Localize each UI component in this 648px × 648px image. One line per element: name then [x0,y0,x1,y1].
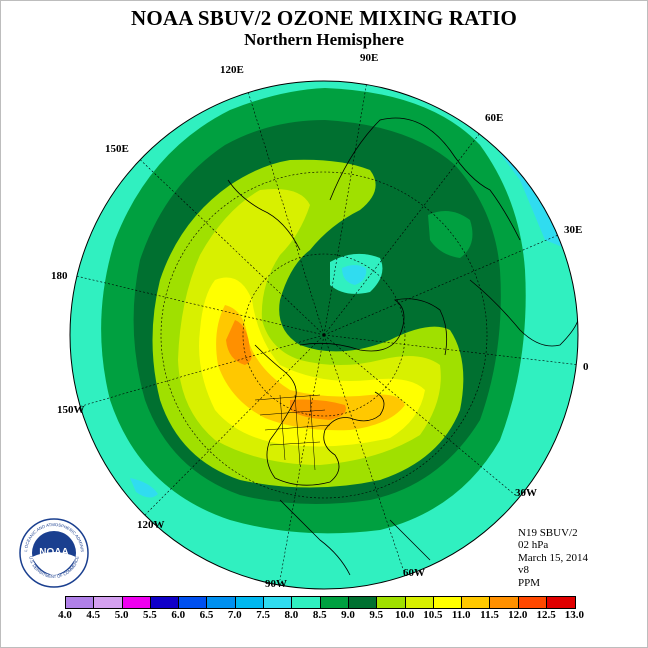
colorbar-segment [348,597,378,608]
logo-bird [32,552,76,575]
colorbar-tick-label: 7.5 [256,609,270,621]
colorbar-tick-label: 9.5 [369,609,384,621]
colorbar-segment [433,597,463,608]
colorbar-tick-label: 13.0 [564,609,585,621]
colorbar-tick-label: 8.0 [284,609,299,621]
graticule [71,81,578,581]
colorbar-segment [320,597,349,608]
colorbar-segment [66,597,95,608]
info-satellite: N19 SBUV/2 [518,527,578,539]
colorbar-segment [94,597,123,608]
colorbar-segment [179,597,208,608]
lon-label-120w: 120W [137,519,165,531]
colorbar-tick-label: 4.5 [86,609,101,621]
colorbar-segment [462,597,491,608]
lon-label-150e: 150E [105,143,129,155]
lon-label-180: 180 [51,270,68,282]
colorbar-segment [518,597,548,608]
band-11-5-a [226,320,252,365]
colorbar-tick-label: 12.5 [536,609,556,621]
info-block: N19 SBUV/2 02 hPa March 15, 2014 v8 PPM [518,527,588,589]
colorbar-segment [122,597,151,608]
map-title: NOAA SBUV/2 OZONE MIXING RATIO [131,6,517,30]
lon-label-30w: 30W [515,487,537,499]
info-units: PPM [518,576,541,589]
colorbar-segment [490,597,519,608]
lon-label-150w: 150W [57,404,85,416]
map-subtitle: Northern Hemisphere [244,30,404,49]
colorbar-tick-label: 5.5 [143,609,157,621]
colorbar-segment [264,597,293,608]
info-version: v8 [518,564,529,577]
colorbar-tick-label: 11.5 [480,609,499,621]
polar-low-7-5 [342,265,367,285]
map-boundary [69,80,579,590]
lon-label-60w: 60W [403,567,425,579]
lon-label-0: 0 [583,361,589,373]
colorbar-segment [405,597,434,608]
colorbar-segment [377,597,406,608]
info-level: 02 hPa [518,539,549,552]
lon-label-30e: 30E [564,224,582,236]
lon-label-60e: 60E [485,112,503,124]
colorbar-tick-label: 10.0 [394,609,415,621]
colorbar-labels: 4.0 4.5 5.0 5.5 6.0 6.5 7.0 7.5 8.0 8.5 9.0 9.5 10.0… [52,609,612,623]
colorbar-tick-label: 6.0 [171,609,186,621]
colorbar-tick-label: 7.0 [227,609,242,621]
colorbar [65,596,577,609]
colorbar-tick-label: 5.0 [114,609,129,621]
colorbar-segment [292,597,321,608]
colorbar-tick-label: 4.0 [58,609,72,621]
lon-label-90e: 90E [360,52,378,64]
lon-label-90w: 90W [265,578,287,590]
us-state-lines [254,394,331,471]
band-7-5-pacific [130,478,158,498]
noaa-logo[interactable]: NOAA NATIONAL OCEANIC AND ATMOSPHERIC AD… [18,517,90,589]
band-8-5-patch [428,211,473,258]
colorbar-tick-label: 12.0 [508,609,528,621]
colorbar-tick-label: 10.5 [423,609,443,621]
longitude-labels: 90E 60E 30E 0 30W 60W 90W 120W 150W 180 … [51,52,589,590]
lon-label-120e: 120E [220,64,244,76]
band-11-5-b [290,399,346,420]
colorbar-segment [547,597,576,608]
ozone-field [70,81,578,589]
colorbar-tick-label: 9.0 [341,609,355,621]
colorbar-segment [207,597,236,608]
colorbar-segment [235,597,265,608]
coastlines [227,117,578,576]
colorbar-tick-label: 8.5 [312,609,327,621]
logo-text: NOAA [39,547,68,558]
band-11-0 [216,305,405,431]
colorbar-tick-label: 6.5 [199,609,214,621]
colorbar-tick-label: 11.0 [451,609,471,621]
info-date: March 15, 2014 [518,551,588,564]
colorbar-segment [150,597,180,608]
